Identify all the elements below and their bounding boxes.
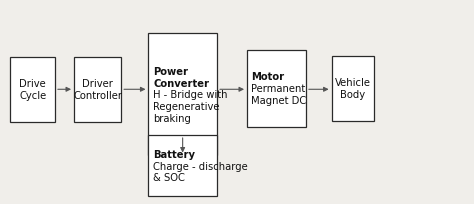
Bar xyxy=(10,57,55,122)
Text: Cycle: Cycle xyxy=(19,91,46,101)
Bar xyxy=(331,57,374,121)
Text: braking: braking xyxy=(153,113,191,123)
Text: Driver: Driver xyxy=(82,79,113,89)
Text: Converter: Converter xyxy=(153,78,209,88)
Text: Magnet DC: Magnet DC xyxy=(251,96,307,105)
Text: Motor: Motor xyxy=(251,72,284,82)
Text: Drive: Drive xyxy=(19,79,46,89)
Bar xyxy=(148,34,217,156)
Text: Power: Power xyxy=(153,67,188,76)
Text: Regenerative: Regenerative xyxy=(153,102,219,112)
Text: Controller: Controller xyxy=(73,91,122,101)
Text: Charge - discharge: Charge - discharge xyxy=(153,161,248,171)
Bar xyxy=(246,50,306,127)
Text: Body: Body xyxy=(340,90,365,100)
Text: Vehicle: Vehicle xyxy=(335,78,371,88)
Text: Battery: Battery xyxy=(153,149,195,159)
Text: & SOC: & SOC xyxy=(153,173,185,183)
Bar xyxy=(74,57,121,122)
Text: H - Bridge with: H - Bridge with xyxy=(153,90,228,100)
Bar xyxy=(148,135,217,196)
Text: Permanent: Permanent xyxy=(251,84,306,94)
